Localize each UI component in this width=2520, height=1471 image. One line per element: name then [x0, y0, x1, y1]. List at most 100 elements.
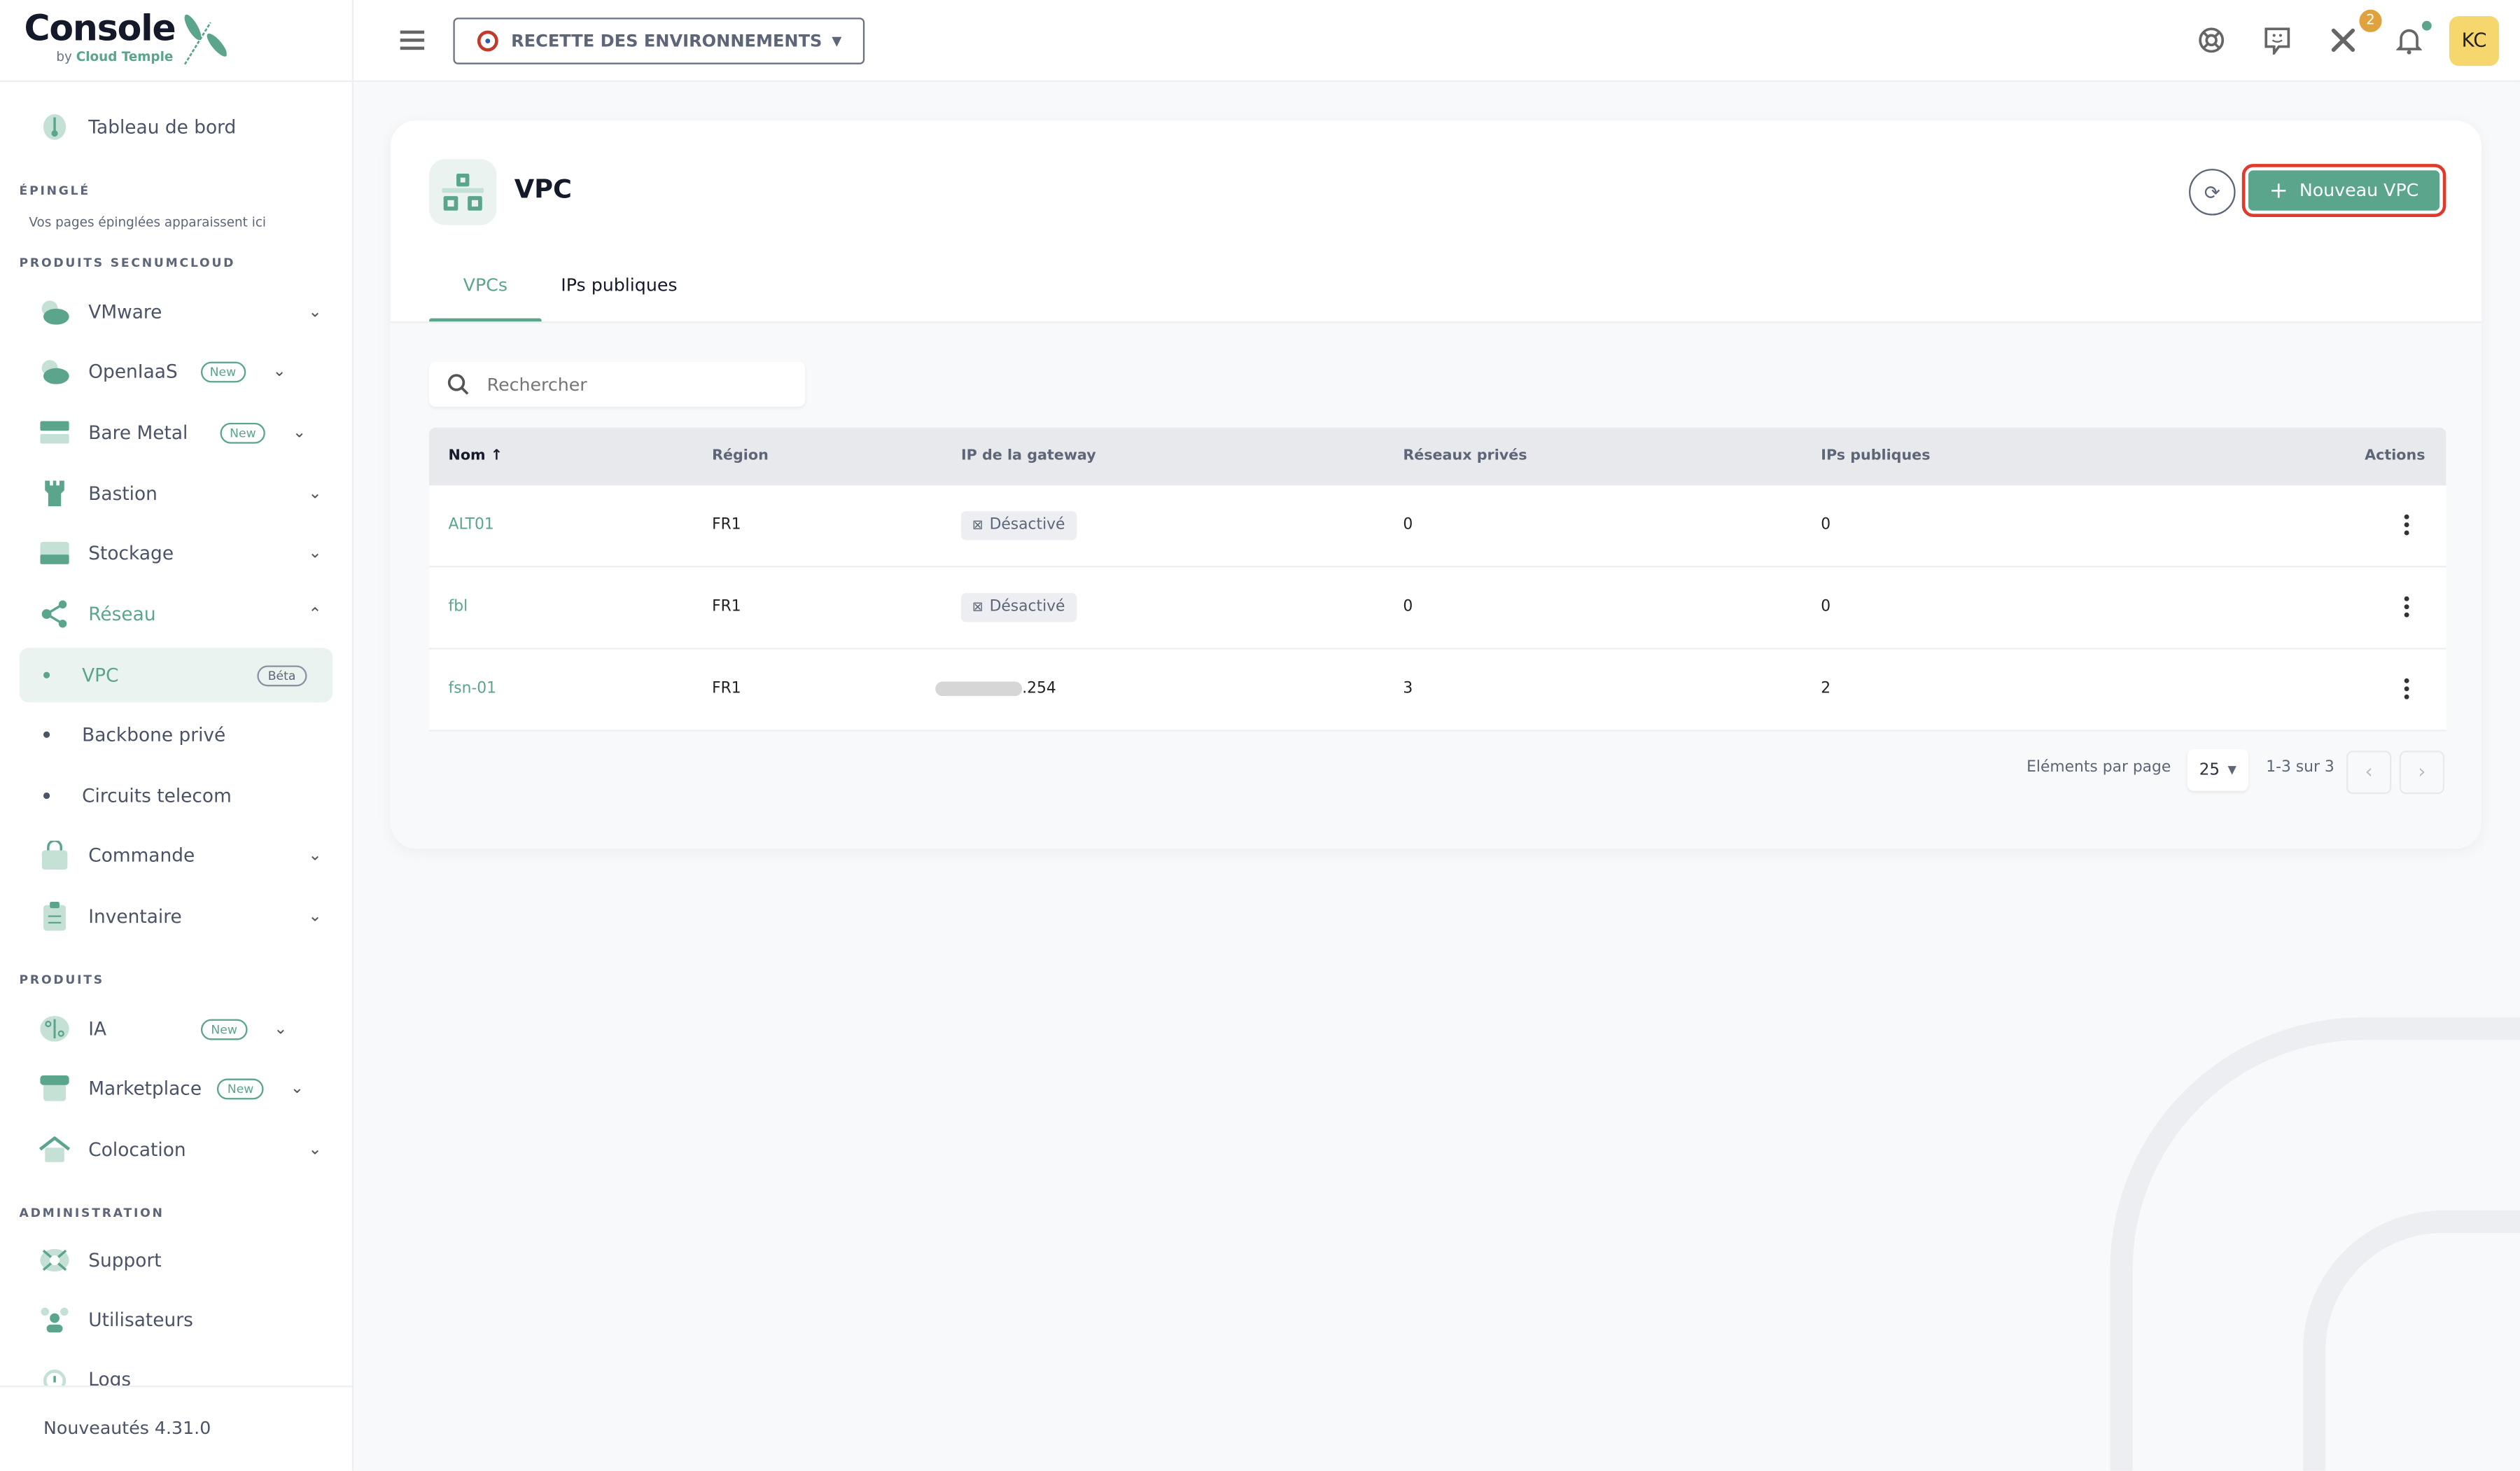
- vpc-table: Nom ↑ Région IP de la gateway Réseaux pr…: [429, 427, 2446, 732]
- network-icon: [38, 598, 71, 630]
- table-row[interactable]: fsn-01 FR1 .254 3 2: [429, 649, 2446, 732]
- column-header-ips-publiques: IPs publiques: [1821, 448, 1931, 465]
- environment-label: RECETTE DES ENVIRONNEMENTS: [511, 31, 822, 51]
- table-row[interactable]: fbl FR1 ⊠ Désactivé 0 0: [429, 567, 2446, 650]
- pinned-note: Vos pages épinglées apparaissent ici: [29, 215, 267, 230]
- section-secnumcloud: PRODUITS SECNUMCLOUD: [19, 256, 236, 270]
- environment-select[interactable]: RECETTE DES ENVIRONNEMENTS ▼: [453, 18, 865, 64]
- sidebar-item-reseau[interactable]: Réseau ⌃: [20, 588, 333, 639]
- new-badge: New: [201, 1018, 247, 1040]
- sidebar-item-circuits[interactable]: Circuits telecom: [20, 770, 333, 821]
- private-networks-cell: 3: [1403, 680, 1413, 698]
- public-ips-cell: 0: [1821, 598, 1831, 616]
- release-notes-link[interactable]: Nouveautés 4.31.0: [43, 1417, 211, 1439]
- region-cell: FR1: [712, 680, 741, 698]
- bag-icon: [38, 839, 71, 871]
- page-title: VPC: [514, 173, 573, 204]
- sidebar-item-colocation[interactable]: Colocation ⌄: [20, 1124, 333, 1175]
- gateway-status-badge: ⊠ Désactivé: [960, 592, 1077, 622]
- tools-icon[interactable]: [2329, 26, 2358, 55]
- table-header: Nom ↑ Région IP de la gateway Réseaux pr…: [429, 427, 2446, 486]
- caret-down-icon: ▼: [2227, 763, 2236, 776]
- refresh-button[interactable]: ⟳: [2189, 169, 2236, 216]
- sidebar-item-support[interactable]: Support: [20, 1234, 333, 1285]
- sidebar-item-marketplace[interactable]: Marketplace New ⌄: [20, 1063, 333, 1114]
- chevron-up-icon[interactable]: ⌃: [308, 605, 322, 623]
- vpc-name-link[interactable]: fbl: [448, 598, 468, 616]
- new-vpc-button[interactable]: + Nouveau VPC: [2248, 170, 2440, 211]
- previous-page-button[interactable]: ‹: [2346, 751, 2392, 795]
- logo-subtitle: by Cloud Temple: [56, 50, 174, 64]
- private-networks-cell: 0: [1403, 598, 1413, 616]
- public-ips-cell: 0: [1821, 515, 1831, 534]
- sidebar-item-backbone[interactable]: Backbone privé: [20, 709, 333, 760]
- notification-dot: [2421, 20, 2432, 31]
- per-page-label: Eléments par page: [2026, 758, 2171, 776]
- more-actions-icon[interactable]: [2404, 514, 2411, 537]
- history-icon: [38, 1363, 71, 1386]
- per-page-select[interactable]: 25 ▼: [2187, 748, 2248, 791]
- gateway-cell: ⊠ Désactivé: [960, 485, 1077, 566]
- search-input[interactable]: [484, 372, 780, 396]
- next-page-button[interactable]: ›: [2399, 751, 2445, 795]
- new-badge: New: [220, 421, 266, 443]
- sidebar-item-commande[interactable]: Commande ⌄: [20, 830, 333, 881]
- chevron-down-icon[interactable]: ⌄: [272, 362, 286, 380]
- sidebar-item-label: Tableau de bord: [88, 116, 237, 139]
- chevron-down-icon[interactable]: ⌄: [290, 1079, 304, 1097]
- section-pinned: ÉPINGLÉ: [19, 183, 90, 198]
- server-icon: [38, 417, 71, 449]
- more-actions-icon[interactable]: [2404, 678, 2411, 701]
- network-disabled-icon: ⊠: [972, 599, 983, 613]
- bell-icon[interactable]: [2395, 26, 2423, 55]
- sidebar-item-inventaire[interactable]: Inventaire ⌄: [20, 891, 333, 942]
- column-header-nom[interactable]: Nom ↑: [448, 448, 503, 465]
- column-header-reseaux-prives: Réseaux privés: [1403, 448, 1527, 465]
- clipboard-icon: [38, 900, 71, 933]
- support-lifebuoy-icon[interactable]: [2197, 26, 2225, 55]
- menu-icon[interactable]: [400, 30, 425, 50]
- chevron-down-icon[interactable]: ⌄: [292, 423, 307, 442]
- cloud-icon: [38, 295, 71, 328]
- chevron-down-icon[interactable]: ⌄: [274, 1019, 288, 1038]
- more-actions-icon[interactable]: [2404, 596, 2411, 619]
- sidebar-item-openiaas[interactable]: OpenIaaS New ⌄: [20, 346, 333, 397]
- new-badge: New: [218, 1078, 264, 1099]
- tab-vpcs[interactable]: VPCs: [463, 274, 508, 296]
- brain-icon: [38, 1012, 71, 1045]
- gateway-ip: .254: [935, 680, 1056, 697]
- vpc-name-link[interactable]: fsn-01: [448, 680, 497, 698]
- chevron-down-icon[interactable]: ⌄: [308, 846, 322, 865]
- beta-badge: Béta: [256, 664, 307, 686]
- chevron-down-icon[interactable]: ⌄: [308, 302, 322, 321]
- sidebar-item-bare-metal[interactable]: Bare Metal New ⌄: [20, 407, 333, 458]
- sidebar-item-bastion[interactable]: Bastion ⌄: [20, 468, 333, 519]
- sidebar-item-ia[interactable]: IA New ⌄: [20, 1003, 333, 1054]
- sidebar-item-vpc[interactable]: VPC Béta: [19, 648, 333, 703]
- sidebar-item-stockage[interactable]: Stockage ⌄: [20, 527, 333, 578]
- chevron-down-icon[interactable]: ⌄: [308, 1140, 322, 1159]
- sidebar-item-logs[interactable]: Logs: [20, 1353, 333, 1386]
- table-row[interactable]: ALT01 FR1 ⊠ Désactivé 0 0: [429, 485, 2446, 568]
- chevron-down-icon[interactable]: ⌄: [308, 907, 322, 926]
- sidebar-item-dashboard[interactable]: Tableau de bord: [20, 102, 333, 153]
- top-bar: RECETTE DES ENVIRONNEMENTS ▼ 2 KC: [354, 0, 2520, 83]
- new-badge: New: [200, 361, 246, 382]
- chevron-down-icon[interactable]: ⌄: [308, 484, 322, 503]
- chevron-down-icon[interactable]: ⌄: [308, 544, 322, 562]
- tab-ips-publiques[interactable]: IPs publiques: [561, 274, 678, 296]
- feedback-icon[interactable]: [2263, 26, 2292, 55]
- sidebar-item-vmware[interactable]: VMware ⌄: [20, 286, 333, 337]
- dragonfly-icon: [183, 14, 227, 65]
- network-disabled-icon: ⊠: [972, 517, 983, 531]
- plus-icon: +: [2269, 177, 2288, 204]
- sidebar-item-utilisateurs[interactable]: Utilisateurs: [20, 1294, 333, 1345]
- avatar[interactable]: KC: [2449, 15, 2500, 67]
- search-field[interactable]: [429, 361, 806, 407]
- sort-ascending-icon: ↑: [490, 448, 503, 465]
- logo[interactable]: Console: [24, 9, 227, 65]
- region-cell: FR1: [712, 598, 741, 616]
- logo-title: Console: [24, 9, 176, 50]
- region-cell: FR1: [712, 515, 741, 534]
- vpc-name-link[interactable]: ALT01: [448, 515, 494, 534]
